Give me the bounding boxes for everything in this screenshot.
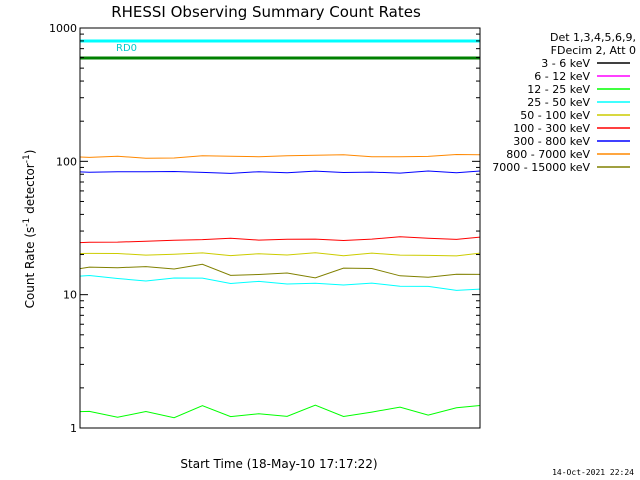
legend-label-6: 100 - 300 keV bbox=[513, 122, 590, 135]
y-axis-label: Count Rate (s-1 detector-1) bbox=[22, 150, 37, 309]
chart-title: RHESSI Observing Summary Count Rates bbox=[111, 3, 421, 21]
x-axis-label: Start Time (18-May-10 17:17:22) bbox=[180, 457, 377, 471]
axes: 110100100017:3017:4518:0018:1518:3018:45 bbox=[49, 22, 481, 435]
legend-label-4: 25 - 50 keV bbox=[527, 96, 590, 109]
plot-area: NRD0RD6 bbox=[80, 39, 480, 419]
footer-timestamp: 14-Oct-2021 22:24 bbox=[552, 468, 634, 477]
legend-label-2: 6 - 12 keV bbox=[534, 70, 590, 83]
y-axis-label-part-1: Count Rate (s bbox=[23, 227, 37, 309]
legend-header-2: FDecim 2, Att 0 bbox=[551, 44, 636, 57]
legend-label-3: 12 - 25 keV bbox=[527, 83, 590, 96]
y-axis-label-part-2: detector bbox=[23, 163, 37, 218]
y-axis-label-superscript-2: -1 bbox=[22, 154, 32, 163]
legend-label-7: 300 - 800 keV bbox=[513, 135, 590, 148]
legend: Det 1,3,4,5,6,9,FDecim 2, Att 03 - 6 keV… bbox=[492, 31, 636, 174]
legend-label-9: 7000 - 15000 keV bbox=[492, 161, 590, 174]
rd0-state-label: RD0 bbox=[116, 43, 137, 54]
y-tick-label-4: 1000 bbox=[49, 22, 77, 35]
y-axis-label-part-3: ) bbox=[23, 150, 37, 155]
legend-header-1: Det 1,3,4,5,6,9, bbox=[550, 31, 636, 44]
y-tick-label-2: 10 bbox=[63, 289, 77, 302]
legend-label-8: 800 - 7000 keV bbox=[506, 148, 590, 161]
y-tick-label-1: 1 bbox=[70, 422, 77, 435]
legend-label-5: 50 - 100 keV bbox=[520, 109, 590, 122]
plot-frame bbox=[79, 27, 481, 429]
legend-label-1: 3 - 6 keV bbox=[541, 57, 590, 70]
y-tick-label-3: 100 bbox=[56, 155, 77, 168]
y-axis-label-superscript-1: -1 bbox=[22, 218, 32, 227]
